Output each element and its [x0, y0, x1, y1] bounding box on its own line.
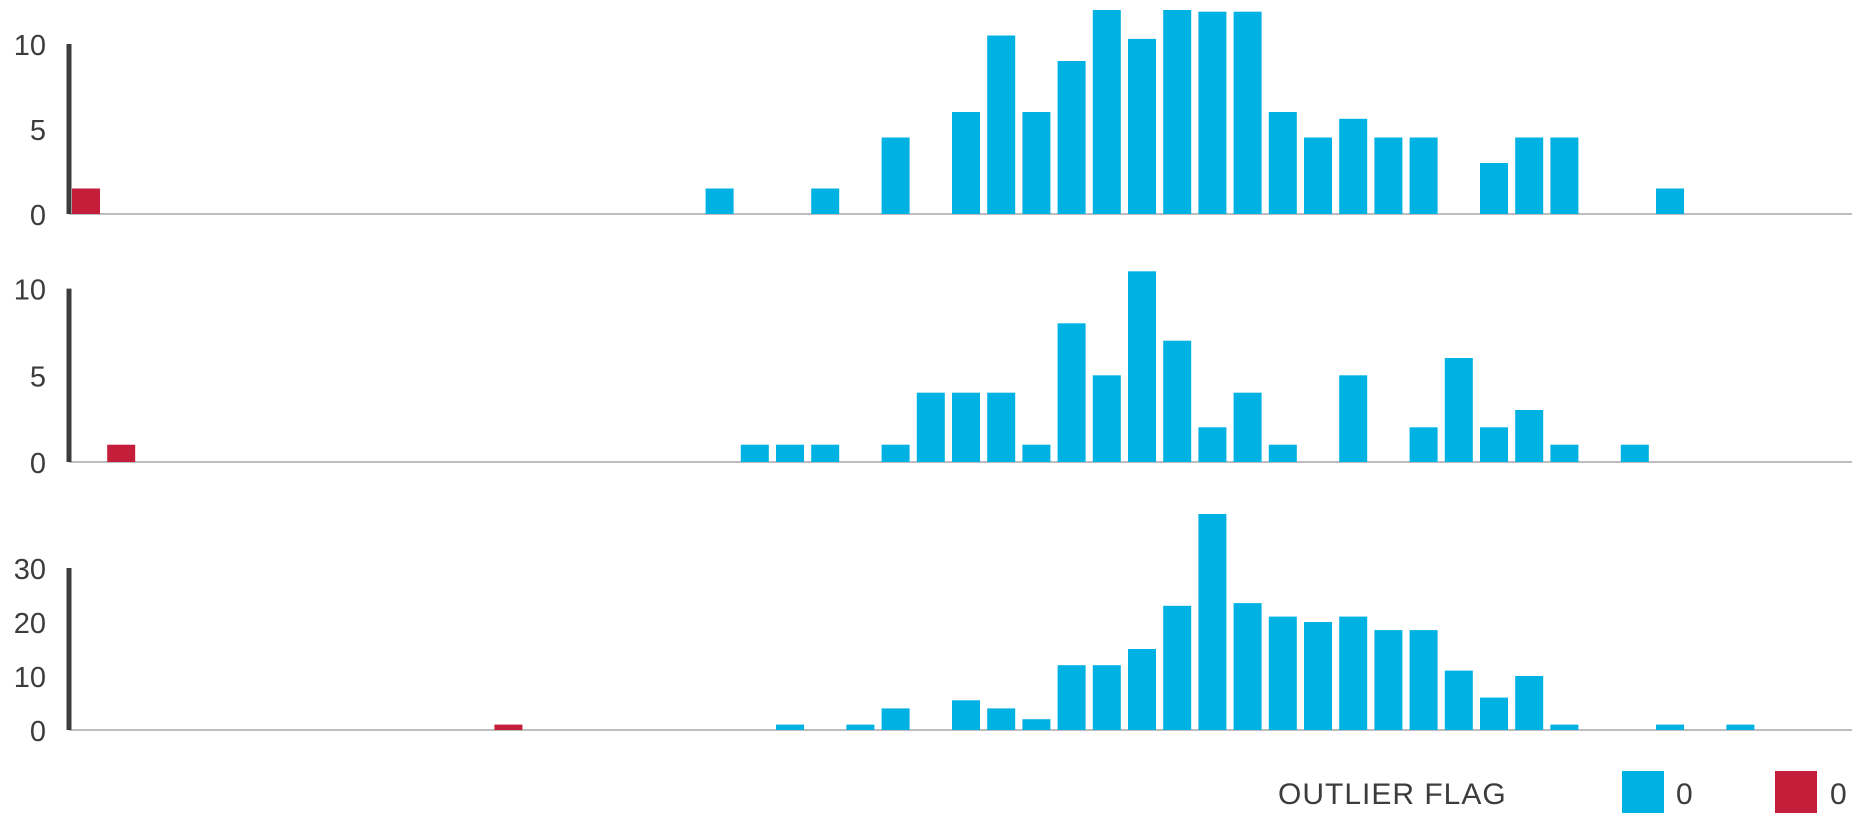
legend-title: OUTLIER FLAG — [1278, 778, 1507, 811]
panel-3-bar-13 — [1268, 616, 1297, 730]
panel-2-bar-20 — [1515, 410, 1544, 462]
panel-1-bar-3 — [881, 137, 910, 214]
legend-swatch-normal — [1622, 771, 1664, 813]
panel-3-bar-17 — [1409, 630, 1438, 730]
panel-1-bar-7 — [1057, 61, 1086, 214]
panel-1-ytick-5: 5 — [30, 115, 46, 147]
panel-2-bar-0 — [107, 444, 136, 462]
panel-2-bar-3 — [811, 444, 840, 462]
panel-1-bar-16 — [1374, 137, 1403, 214]
panel-1-bar-8 — [1092, 10, 1121, 214]
panel-1-bar-10 — [1163, 10, 1192, 214]
panel-1-bar-17 — [1409, 137, 1438, 214]
panel-1-ytick-0: 0 — [30, 200, 46, 232]
panel-1-bar-20 — [1550, 137, 1579, 214]
panel-3-bar-0 — [494, 724, 523, 730]
panel-3-bar-9 — [1128, 649, 1156, 730]
panel-2-bar-7 — [987, 392, 1016, 462]
panel-2-bar-1 — [740, 444, 769, 462]
panel-2-bar-2 — [776, 444, 804, 462]
panel-3-bar-3 — [881, 708, 910, 730]
panel-2-ytick-10: 10 — [14, 275, 46, 307]
panel-3-bar-12 — [1233, 603, 1262, 730]
panel-1-bar-11 — [1198, 11, 1227, 215]
panel-1-bar-5 — [987, 35, 1016, 214]
panel-1-bar-14 — [1304, 137, 1332, 214]
panel-1: 0 5 10 — [14, 10, 1852, 232]
legend: OUTLIER FLAG 0 0 — [1278, 771, 1848, 813]
panel-2-bar-18 — [1444, 358, 1473, 462]
panel-3-bar-15 — [1339, 616, 1368, 730]
panel-3-bar-5 — [987, 708, 1016, 730]
panel-2-bar-11 — [1128, 271, 1156, 462]
panel-1-bar-0 — [72, 188, 100, 214]
panel-2-bar-16 — [1339, 375, 1368, 462]
panel-2-bar-10 — [1092, 375, 1121, 462]
legend-swatch-outlier — [1775, 771, 1817, 813]
panel-3-bar-7 — [1057, 665, 1086, 730]
panel-2-bar-17 — [1409, 427, 1438, 462]
panel-3-bar-6 — [1022, 719, 1051, 730]
panel-3-bar-4 — [952, 700, 980, 730]
panel-1-bar-15 — [1339, 118, 1368, 214]
panel-1-ytick-10: 10 — [14, 30, 46, 62]
panel-2-bar-19 — [1480, 427, 1508, 462]
legend-label-normal: 0 — [1676, 778, 1694, 811]
panel-3-bar-21 — [1550, 724, 1579, 730]
panel-2-bar-21 — [1550, 444, 1579, 462]
panel-3-bar-8 — [1092, 665, 1121, 730]
panel-3-bar-23 — [1726, 724, 1755, 730]
panel-3-bar-18 — [1444, 670, 1473, 730]
panel-2-bar-8 — [1022, 444, 1051, 462]
panel-2-bar-4 — [881, 444, 910, 462]
panel-1-bar-9 — [1128, 38, 1156, 215]
panel-2: 0 5 10 — [14, 271, 1852, 480]
panel-1-bar-4 — [952, 112, 980, 214]
panel-3-bar-11 — [1198, 514, 1227, 730]
panel-2-ytick-5: 5 — [30, 361, 46, 393]
panel-3-bar-16 — [1374, 630, 1403, 730]
panel-1-bar-1 — [705, 188, 734, 214]
panel-2-bar-14 — [1233, 392, 1262, 462]
panel-3-ytick-10: 10 — [14, 662, 46, 694]
panel-3-ytick-20: 20 — [14, 608, 46, 640]
panel-2-bar-9 — [1057, 323, 1086, 462]
legend-label-outlier: 0 — [1830, 778, 1848, 811]
panel-3-bar-2 — [846, 724, 875, 730]
panel-3-bar-10 — [1163, 605, 1192, 730]
panel-3-bar-22 — [1656, 724, 1684, 730]
panel-1-bar-21 — [1656, 188, 1684, 214]
panel-3-ytick-30: 30 — [14, 554, 46, 586]
panel-1-bar-19 — [1515, 137, 1544, 214]
panel-2-bar-22 — [1620, 444, 1649, 462]
panel-1-bar-6 — [1022, 112, 1051, 214]
panel-2-bar-15 — [1268, 444, 1297, 462]
panel-3-bar-1 — [776, 724, 804, 730]
panel-1-bar-12 — [1233, 11, 1262, 215]
panel-2-bar-13 — [1198, 427, 1227, 462]
panel-1-bar-2 — [811, 188, 840, 214]
panel-3-bar-14 — [1304, 622, 1332, 730]
chart-panels: 0 5 10 0 5 10 0 10 20 30 — [14, 10, 1852, 748]
panel-2-bar-6 — [952, 392, 980, 462]
panel-2-bar-5 — [916, 392, 945, 462]
panel-3-bar-20 — [1515, 676, 1544, 730]
panel-3: 0 10 20 30 — [14, 514, 1852, 748]
panel-1-bar-13 — [1268, 112, 1297, 214]
panel-2-ytick-0: 0 — [30, 448, 46, 480]
panel-2-bar-12 — [1163, 340, 1192, 462]
panel-1-bar-18 — [1480, 163, 1508, 214]
panel-3-ytick-0: 0 — [30, 716, 46, 748]
panel-3-bar-19 — [1480, 697, 1508, 730]
